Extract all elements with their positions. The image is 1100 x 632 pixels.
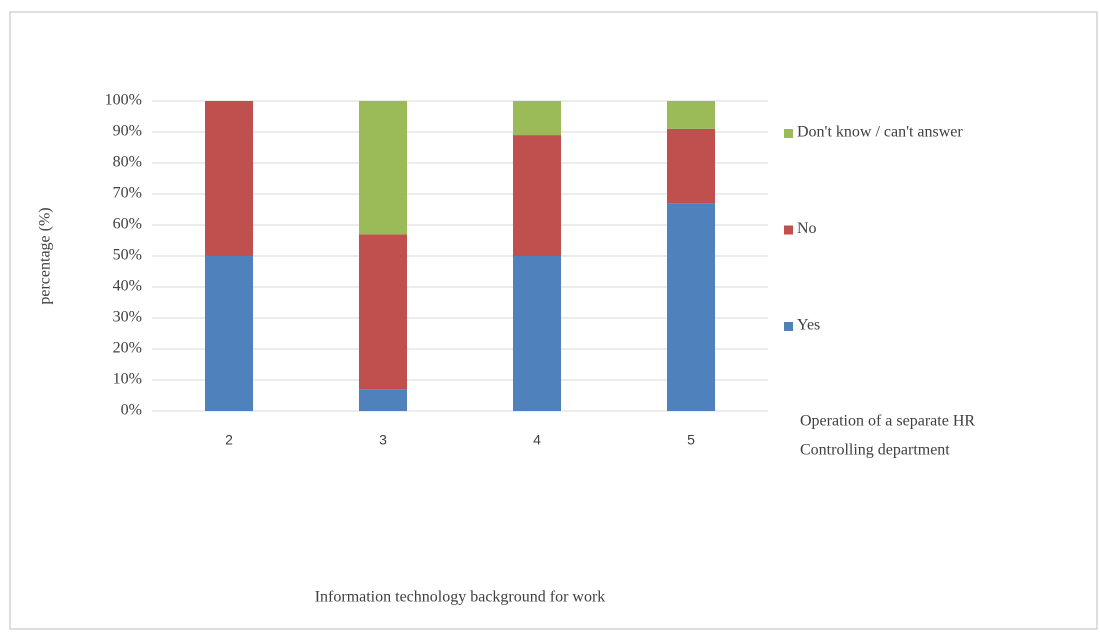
bar-segment xyxy=(667,128,715,204)
x-tick-label: 3 xyxy=(379,432,387,448)
bar-segment xyxy=(205,256,253,411)
legend-swatch xyxy=(784,322,793,331)
legend-label: No xyxy=(797,220,817,237)
x-tick-label: 4 xyxy=(533,432,541,448)
y-tick-label: 70% xyxy=(113,185,142,202)
y-tick-label: 100% xyxy=(105,92,142,109)
bar-segment xyxy=(359,234,407,390)
y-tick-label: 20% xyxy=(113,340,142,357)
y-tick-label: 40% xyxy=(113,278,142,295)
bar-segment xyxy=(513,101,561,136)
legend-title: Operation of a separate HR xyxy=(800,413,975,430)
bar-segment xyxy=(513,256,561,411)
y-tick-label: 50% xyxy=(113,247,142,264)
bar-segment xyxy=(667,203,715,411)
x-tick-label: 5 xyxy=(687,432,695,448)
y-axis-title: percentage (%) xyxy=(37,207,54,304)
legend-title: Controlling department xyxy=(800,442,950,459)
legend-swatch xyxy=(784,225,793,235)
bar-segment xyxy=(513,135,561,256)
legend-label: Don't know / can't answer xyxy=(797,124,963,141)
y-tick-label: 80% xyxy=(113,154,142,171)
bar-segment xyxy=(667,101,715,129)
legend-label: Yes xyxy=(797,317,820,334)
x-axis-title: Information technology background for wo… xyxy=(315,589,606,606)
y-tick-label: 0% xyxy=(121,402,142,419)
bar-segment xyxy=(205,101,253,256)
bar-segment xyxy=(359,101,407,235)
y-tick-label: 30% xyxy=(113,309,142,326)
y-tick-label: 60% xyxy=(113,216,142,233)
legend-swatch xyxy=(784,129,793,138)
y-tick-label: 90% xyxy=(113,123,142,140)
x-tick-label: 2 xyxy=(225,432,233,448)
bar-segment xyxy=(359,389,407,411)
y-tick-label: 10% xyxy=(113,371,142,388)
